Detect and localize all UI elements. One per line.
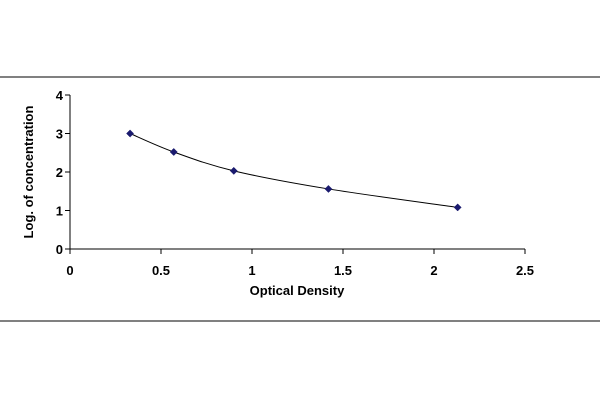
axes-layer (69, 95, 525, 250)
x-tick-label: 1.5 (334, 263, 352, 278)
data-point (453, 203, 462, 212)
trend-curve (129, 133, 458, 208)
x-tick-label: 0.5 (152, 263, 170, 278)
x-axis-title: Optical Density (250, 283, 345, 298)
x-tick-label: 0 (66, 263, 73, 278)
points-layer (126, 129, 462, 212)
x-tick-label: 2.5 (516, 263, 534, 278)
ticks-layer: 0 0.5 1 1.5 2 2.5 0 1 2 3 4 (56, 88, 534, 278)
data-point (126, 129, 135, 138)
x-tick-label: 1 (248, 263, 255, 278)
y-tick-label: 1 (56, 204, 63, 219)
y-tick-label: 3 (56, 127, 63, 142)
y-tick-label: 2 (56, 165, 63, 180)
data-point (169, 148, 178, 156)
curve-layer (129, 133, 458, 208)
y-tick-label: 4 (56, 88, 64, 103)
y-axis-title: Log. of concentration (21, 106, 36, 239)
data-point (324, 184, 333, 193)
data-point (229, 166, 238, 175)
x-tick-label: 2 (430, 263, 437, 278)
y-tick-label: 0 (56, 242, 63, 257)
